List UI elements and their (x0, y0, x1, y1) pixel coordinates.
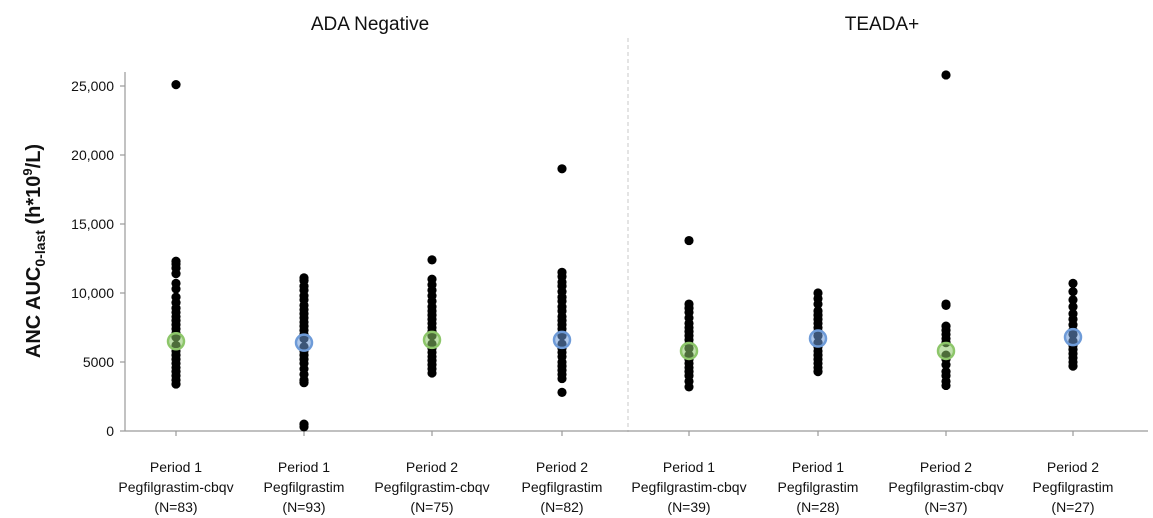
x-category-label-line1: Period 1 (792, 459, 844, 475)
y-tick-label: 20,000 (71, 147, 114, 163)
y-axis-label-sub: 0-last (32, 230, 48, 267)
x-category-label-line2: Pegfilgrastim-cbqv (118, 479, 233, 495)
data-point (941, 70, 951, 80)
data-point (171, 269, 181, 279)
data-point (813, 299, 823, 309)
mean-marker (166, 332, 186, 351)
data-point (941, 380, 951, 391)
x-category-label-line3: (N=75) (410, 499, 453, 515)
x-category-label-line2: Pegfilgrastim (264, 479, 345, 495)
data-point (171, 80, 181, 90)
mean-marker (1063, 327, 1083, 347)
data-point (941, 300, 951, 311)
data-point (684, 235, 694, 246)
mean-marker (552, 330, 572, 350)
x-category-label-line1: Period 2 (536, 459, 588, 475)
mean-marker (679, 341, 699, 361)
x-category-label-line2: Pegfilgrastim (1033, 479, 1114, 495)
data-point (299, 422, 309, 432)
data-point (427, 255, 437, 265)
x-category-label-line1: Period 1 (663, 459, 715, 475)
x-category-label-line2: Pegfilgrastim-cbqv (631, 479, 746, 495)
mean-marker (936, 341, 956, 361)
data-point (1068, 302, 1078, 312)
x-category-label-line2: Pegfilgrastim (522, 479, 603, 495)
x-category-label-line3: (N=83) (154, 499, 197, 515)
y-ticks: 0 5000 10,000 15,000 20,000 25,000 (71, 78, 125, 439)
x-category-label-line3: (N=39) (667, 499, 710, 515)
x-category-label-line1: Period 2 (920, 459, 972, 475)
y-tick-label: 5000 (83, 354, 114, 370)
x-category-label-line1: Period 1 (278, 459, 330, 475)
mean-marker (422, 330, 442, 350)
data-point (941, 360, 951, 370)
data-points (171, 70, 1078, 432)
data-point (1068, 295, 1078, 305)
data-point (299, 378, 309, 388)
x-category-label-line3: (N=27) (1051, 499, 1094, 515)
data-point (171, 284, 181, 294)
x-category-label-line2: Pegfilgrastim-cbqv (888, 479, 1003, 495)
panel-title-teada: TEADA+ (845, 14, 919, 35)
y-axis-label-main: ANC AUC (23, 267, 45, 358)
data-point (1068, 361, 1078, 371)
data-point (557, 164, 567, 174)
mean-markers (166, 327, 1083, 361)
x-category-label-line1: Period 2 (1047, 459, 1099, 475)
x-category-label-line1: Period 2 (406, 459, 458, 475)
data-point (557, 373, 567, 384)
data-point (813, 367, 823, 377)
data-point (557, 387, 567, 397)
x-category-label-line2: Pegfilgrastim (778, 479, 859, 495)
y-tick-label: 25,000 (71, 78, 114, 94)
y-tick-label: 15,000 (71, 216, 114, 232)
x-category-label-line1: Period 1 (150, 459, 202, 475)
x-category-label-line3: (N=37) (924, 499, 967, 515)
x-category-label-line2: Pegfilgrastim-cbqv (374, 479, 489, 495)
y-axis-label-unit-sup: 9 (20, 168, 35, 175)
data-point (427, 368, 437, 378)
x-category-labels: Period 1 Pegfilgrastim-cbqv (N=83) Period 1… (118, 431, 1113, 515)
x-category-label-line3: (N=82) (540, 499, 583, 515)
y-tick-label: 0 (106, 423, 114, 439)
data-point (1068, 278, 1078, 288)
x-category-label-line3: (N=93) (282, 499, 325, 515)
y-axis-label-unit-pre: (h*10 (23, 176, 45, 225)
y-tick-label: 10,000 (71, 285, 114, 301)
data-point (684, 382, 694, 392)
x-category-label-line3: (N=28) (796, 499, 839, 515)
data-point (171, 379, 181, 389)
panel-title-ada-negative: ADA Negative (311, 14, 429, 35)
y-axis-label-unit-post: /L) (23, 144, 45, 168)
data-point (1068, 287, 1078, 297)
mean-marker (294, 333, 314, 352)
mean-marker (808, 329, 828, 348)
y-axis-label: ANC AUC0-last (h*109/L) (20, 144, 48, 358)
